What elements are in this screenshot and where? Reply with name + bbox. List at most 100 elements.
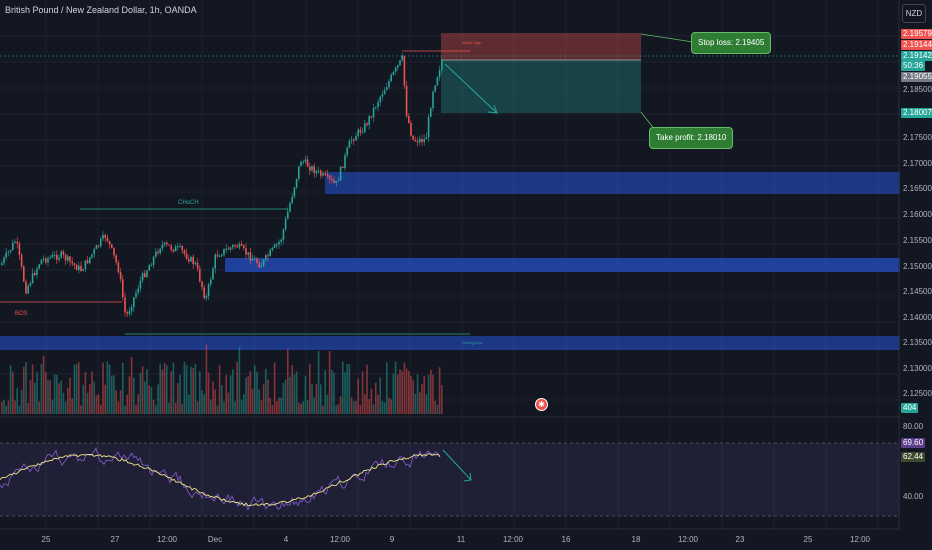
volume-bar (183, 361, 186, 414)
time-tick: 12:00 (677, 535, 699, 544)
time-tick: 9 (389, 535, 395, 544)
candle-body (320, 170, 322, 176)
take-profit-callout[interactable]: Take profit: 2.18010 (649, 127, 734, 149)
candle-body (399, 60, 401, 66)
candle-body (298, 166, 300, 179)
volume-bar (20, 389, 23, 414)
volume-bar (179, 374, 181, 414)
volume-bar (214, 389, 216, 414)
candle-body (427, 116, 430, 138)
candle-body (49, 257, 51, 259)
candle-body (183, 250, 186, 254)
volume-bar (9, 365, 12, 414)
volume-bar (361, 371, 364, 414)
candle-body (388, 81, 390, 88)
volume-bar (14, 400, 16, 414)
candle-body (227, 248, 230, 250)
time-tick: 27 (110, 535, 120, 544)
candle-body (238, 243, 241, 248)
volume-bar (150, 386, 153, 414)
volume-bar (328, 351, 331, 414)
candle-body (421, 138, 423, 143)
volume-bar (210, 399, 212, 414)
stop-loss-callout[interactable]: Stop loss: 2.19405 (691, 32, 772, 54)
volume-bar (388, 397, 390, 414)
projection-arrow (444, 63, 498, 114)
candle-body (291, 196, 293, 204)
candle-body (311, 166, 313, 171)
volume-bar (346, 364, 348, 414)
candle-body (284, 218, 287, 230)
time-tick: Dec (207, 535, 223, 544)
candle-body (16, 241, 18, 244)
candle-body (124, 297, 126, 313)
take-profit-zone[interactable] (441, 60, 641, 113)
candle-body (111, 244, 113, 248)
time-tick: 12:00 (329, 535, 351, 544)
volume-bar (40, 364, 43, 414)
time-tick: 23 (735, 535, 745, 544)
volume-bar (236, 361, 238, 414)
volume-bar (115, 390, 117, 414)
candle-body (375, 107, 377, 109)
candle-body (174, 246, 177, 252)
volume-bar (317, 351, 320, 414)
volume-bar (434, 400, 436, 414)
time-tick: 4 (283, 535, 289, 544)
volume-bar (78, 362, 80, 414)
volume-bar (410, 375, 412, 414)
volume-bar (337, 404, 340, 414)
candle-body (364, 123, 366, 132)
candle-body (262, 259, 265, 266)
price-tick: 2.13000 (903, 364, 932, 373)
volume-bar (364, 394, 366, 414)
candle-body (144, 273, 146, 277)
candle-body (53, 254, 56, 256)
price-chart[interactable]: CHoCH BOS Strong Low Weak High (0, 0, 900, 530)
volume-bar (372, 404, 375, 414)
volume-bar (273, 362, 276, 414)
candle-body (216, 254, 219, 257)
volume-bar (249, 371, 252, 414)
candle-body (5, 252, 7, 258)
volume-bar (1, 401, 3, 414)
volume-bar (423, 375, 425, 414)
projection-arrow-head (487, 104, 498, 114)
candle-body (42, 258, 45, 260)
symbol-title[interactable]: British Pound / New Zealand Dollar, 1h, … (5, 5, 197, 15)
volume-bar (5, 405, 7, 414)
volume-bar (207, 372, 210, 414)
settings-gear-icon[interactable]: ✱ (535, 398, 548, 411)
candle-body (194, 262, 197, 265)
time-tick: 11 (456, 535, 466, 544)
candle-body (148, 265, 150, 271)
candle-body (337, 180, 340, 182)
candle-body (137, 288, 139, 293)
volume-bar (69, 377, 71, 414)
candle-body (357, 129, 359, 137)
volume-bar (432, 374, 434, 414)
demand-zone-lower (0, 336, 900, 350)
currency-button[interactable]: NZD (902, 4, 926, 23)
volume-bar (355, 401, 357, 414)
candle-body (130, 307, 133, 312)
candle-body (280, 239, 282, 242)
volume-bar (56, 374, 58, 414)
volume-bar (23, 366, 25, 414)
candle-body (412, 135, 414, 140)
candle-body (58, 257, 60, 260)
candle-body (304, 159, 307, 162)
volume-bar (238, 347, 241, 414)
candle-body (36, 268, 38, 276)
countdown-badge: 50:36 (901, 61, 926, 71)
volume-bar (265, 368, 267, 414)
candle-body (346, 147, 348, 156)
candle-body (203, 287, 205, 299)
volume-badge: 404 (901, 403, 919, 413)
candle-body (38, 264, 40, 269)
candle-body (157, 251, 159, 254)
stop-loss-zone[interactable] (441, 33, 641, 60)
volume-bar (64, 401, 67, 414)
price-tick: 2.14000 (903, 313, 932, 322)
rsi-line (0, 447, 441, 511)
